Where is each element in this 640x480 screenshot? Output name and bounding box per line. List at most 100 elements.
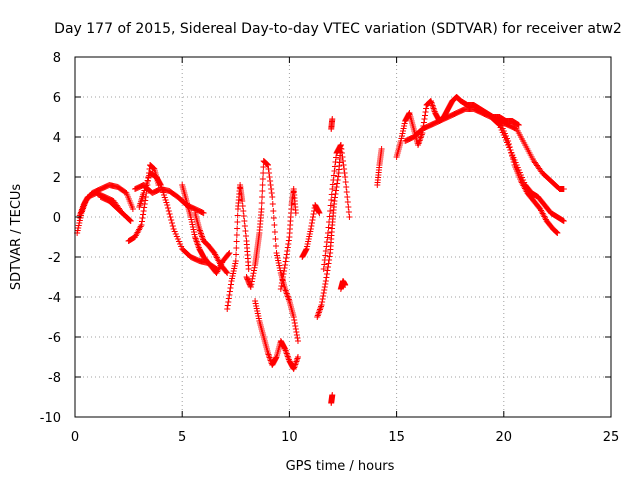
data-point-marker (285, 241, 292, 247)
y-tick-label: -6 (48, 331, 61, 346)
data-point-marker (340, 162, 347, 168)
data-point-marker (331, 198, 338, 204)
series-arc-16 (337, 278, 349, 292)
data-point-marker (341, 166, 348, 172)
data-point-marker (260, 164, 267, 170)
data-point-marker (320, 290, 327, 296)
data-point-marker (266, 170, 273, 176)
data-point-marker (270, 208, 277, 214)
data-point-marker (344, 194, 351, 200)
data-point-marker (223, 269, 230, 275)
series-arc-3 (97, 194, 134, 224)
data-point-marker (233, 251, 240, 258)
data-point-marker (293, 329, 300, 335)
data-point-marker (327, 208, 334, 214)
x-tick-label: 10 (281, 430, 298, 445)
data-point-marker (277, 286, 284, 292)
data-point-marker (329, 186, 336, 192)
data-point-marker (331, 194, 338, 201)
series-arc-7 (179, 182, 233, 276)
data-point-marker (227, 281, 234, 288)
data-point-marker (303, 247, 310, 253)
data-point-marker (165, 208, 172, 214)
data-point-marker (259, 182, 266, 188)
data-point-marker (249, 275, 256, 282)
chart-title: Day 177 of 2015, Sidereal Day-to-day VTE… (54, 21, 622, 37)
data-point-marker (271, 222, 278, 228)
data-point-marker (342, 282, 349, 288)
data-point-marker (232, 258, 239, 264)
data-point-marker (164, 202, 171, 208)
data-point-marker (233, 232, 240, 238)
data-point-marker (333, 184, 340, 190)
data-point-marker (226, 292, 233, 298)
data-point-marker (326, 219, 333, 225)
data-point-marker (282, 258, 289, 265)
data-point-marker (560, 186, 567, 192)
data-point-marker (292, 326, 299, 332)
data-point-marker (224, 306, 231, 312)
data-point-marker (279, 277, 286, 283)
series-arc-19 (374, 146, 385, 188)
data-point-marker (332, 159, 339, 165)
series-arc-14 (314, 142, 353, 320)
data-point-marker (234, 212, 241, 219)
data-point-marker (509, 153, 516, 159)
x-tick-label: 0 (71, 430, 79, 445)
data-point-marker (308, 223, 315, 229)
series-arc-9 (224, 182, 252, 312)
data-point-marker (233, 245, 240, 251)
data-point-marker (224, 302, 231, 309)
data-point-marker (248, 278, 255, 285)
data-point-marker (342, 174, 349, 180)
data-point-marker (281, 268, 288, 274)
data-point-marker (251, 267, 258, 274)
data-point-marker (169, 220, 176, 226)
data-point-marker (321, 257, 328, 263)
data-point-marker (247, 284, 254, 290)
data-point-marker (328, 197, 335, 203)
data-point-marker (259, 176, 266, 182)
data-point-marker (330, 177, 337, 183)
data-point-marker (284, 244, 291, 251)
data-point-marker (280, 271, 287, 277)
data-point-marker (259, 194, 266, 200)
data-point-marker (329, 392, 336, 398)
data-point-marker (234, 219, 241, 225)
data-point-marker (339, 154, 346, 160)
data-point-marker (505, 141, 512, 147)
data-point-marker (422, 112, 429, 119)
x-tick-label: 20 (496, 430, 513, 445)
data-point-marker (279, 274, 286, 280)
data-point-marker (322, 252, 329, 259)
series-arc-8 (192, 210, 231, 276)
data-point-marker (227, 285, 234, 291)
data-point-marker (138, 222, 145, 228)
data-point-marker (421, 116, 428, 122)
y-tick-labels: -10 -8 -6 -4 -2 0 2 4 6 8 (40, 51, 61, 426)
data-point-marker (250, 270, 257, 277)
data-point-marker (560, 218, 567, 224)
data-point-marker (326, 253, 333, 260)
data-point-marker (139, 215, 146, 221)
data-point-marker (234, 225, 241, 232)
axis-ticks (74, 56, 612, 418)
data-point-marker (333, 187, 340, 194)
data-point-marker (315, 209, 322, 215)
data-point-marker (240, 213, 247, 219)
data-point-marker (293, 332, 300, 338)
data-point-marker (258, 200, 265, 206)
data-point-marker (265, 166, 272, 172)
data-point-marker (273, 243, 279, 249)
data-point-marker (278, 283, 285, 289)
data-point-marker (324, 264, 331, 270)
series-arc-23 (496, 118, 561, 236)
y-tick-label: 0 (53, 211, 61, 226)
data-point-marker (506, 144, 513, 150)
data-point-marker (309, 214, 316, 220)
series-arc-21 (402, 106, 567, 192)
data-point-marker (378, 146, 385, 152)
plot-frame (74, 56, 612, 418)
data-point-marker (240, 208, 247, 214)
data-point-marker (233, 238, 240, 245)
